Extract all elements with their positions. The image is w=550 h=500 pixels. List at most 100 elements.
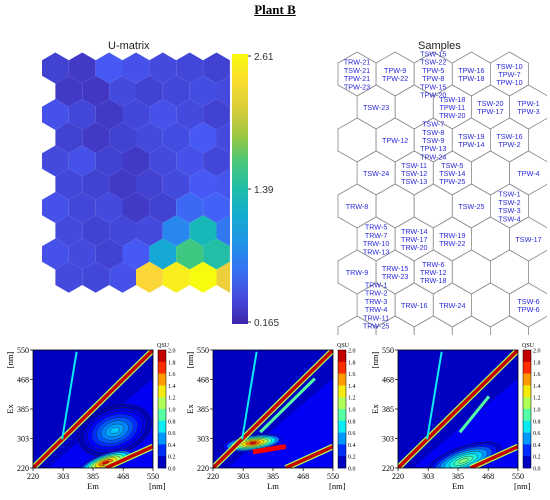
colorbar-tick-label: 0.2 (348, 455, 356, 461)
umatrix-cell (122, 192, 150, 223)
colorbar-tick-label: 1.2 (533, 396, 541, 402)
colorbar-segment (158, 456, 166, 469)
y-tick-label: 385 (382, 405, 394, 414)
sample-label: TSW-10 (496, 62, 522, 71)
colorbar-tick-label: 0.165 (254, 318, 279, 329)
x-axis-unit: [nm] (329, 481, 346, 491)
y-tick-label: 468 (382, 375, 394, 384)
umatrix-cell (136, 122, 163, 154)
sample-label: TPW-1 (517, 99, 539, 108)
sample-label: TPW-9 (384, 66, 406, 75)
colorbar-tick-label: 1.0 (348, 408, 356, 414)
sample-label: TPW-10 (496, 78, 522, 87)
sample-label: TSW-11 (401, 161, 427, 170)
sample-label: TRW-9 (346, 268, 369, 277)
colorbar-frame (157, 349, 167, 469)
colorbar-tick-label: 0.2 (533, 455, 541, 461)
sample-label: TSW-23 (363, 103, 389, 112)
sample-label: TPW-3 (517, 107, 539, 116)
umatrix-title: U-matrix (108, 40, 150, 52)
sample-label: TPW-4 (517, 169, 539, 178)
umatrix-cell (55, 215, 83, 247)
y-tick-label: 385 (197, 405, 209, 414)
eem-plot-2: 220 303 385 468 550 550 468 385 303 220 Lm [nm] Ex [n… (185, 343, 356, 491)
umatrix-cell (162, 261, 190, 293)
sample-label: TSW-22 (420, 58, 446, 67)
eem-contour (102, 460, 110, 465)
umatrix-cell (216, 215, 230, 247)
umatrix-cell (136, 261, 163, 293)
colorbar-segment (523, 456, 531, 469)
colorbar-segment (158, 385, 166, 398)
sample-label: TRW-7 (365, 231, 388, 240)
scatter-band (426, 351, 443, 440)
colorbar-segment (523, 444, 531, 457)
umatrix-cell (189, 215, 217, 247)
sample-label: TPW-6 (517, 305, 539, 314)
x-tick-label: 468 (297, 472, 309, 481)
scatter-band (259, 377, 316, 434)
sample-label: TRW-20 (401, 243, 428, 252)
x-axis-unit: [nm] (514, 481, 531, 491)
sample-label: TRW-11 (363, 313, 389, 322)
colorbar-segment (338, 350, 346, 363)
umatrix-colorbar: 2.61 1.39 0.165 (232, 52, 279, 329)
eem-contour (110, 427, 120, 434)
sample-label: TSW-17 (515, 235, 541, 244)
y-axis-label: Ex (185, 404, 195, 414)
colorbar-tick-label: 1.4 (168, 384, 176, 390)
colorbar-tick-label: 0.4 (533, 443, 541, 449)
sample-label: TSW-24 (363, 169, 389, 178)
umatrix-cell (136, 168, 163, 200)
x-tick-label: 220 (27, 472, 39, 481)
colorbar-tick-label: 0.0 (168, 467, 176, 473)
umatrix-cell (203, 145, 230, 177)
sample-label: TSW-25 (458, 202, 484, 211)
umatrix-cell (176, 52, 204, 84)
umatrix-cell (82, 122, 110, 154)
umatrix-cell (189, 75, 217, 107)
sample-label: TRW-13 (363, 247, 390, 256)
colorbar-tick-label: 1.0 (533, 408, 541, 414)
colorbar-tick-label: 0.2 (168, 455, 176, 461)
umatrix-cell (95, 52, 123, 84)
colorbar-tick-label: 1.39 (254, 185, 274, 196)
colorbar-tick-label: 2.0 (168, 349, 176, 355)
sample-label: TSW-4 (498, 214, 520, 223)
sample-label: TRW-22 (439, 239, 466, 248)
umatrix-cell (189, 168, 217, 200)
colorbar-tick-label: 1.2 (168, 396, 176, 402)
umatrix-cell (176, 145, 204, 177)
colorbar-segment (338, 444, 346, 457)
colorbar-title: QSU (522, 343, 535, 349)
umatrix-cell (162, 75, 190, 107)
sample-label: TRW-5 (365, 223, 388, 232)
sample-label: TPW-13 (420, 144, 446, 153)
sample-label: TPW-11 (439, 103, 465, 112)
sample-label: TRW-8 (346, 202, 369, 211)
sample-label: TSW-14 (439, 169, 465, 178)
sample-label: TPW-20 (420, 91, 446, 100)
colorbar-title: QSU (337, 343, 350, 349)
umatrix-cell (68, 145, 96, 177)
colorbar-tick-label: 1.6 (348, 372, 356, 378)
umatrix-cell (216, 75, 230, 107)
x-tick-label: 385 (267, 472, 279, 481)
y-tick-label: 468 (17, 375, 29, 384)
umatrix-cell (203, 238, 230, 270)
sample-label: TRW-21 (344, 58, 371, 67)
colorbar-tick-label: 1.4 (533, 384, 541, 390)
sample-label: TRW-20 (439, 111, 466, 120)
sample-label: TRW-25 (363, 322, 390, 331)
umatrix-cell (203, 52, 230, 84)
x-tick-label: 550 (147, 472, 159, 481)
sample-label: TRW-16 (401, 301, 428, 310)
umatrix-cell (122, 52, 150, 84)
umatrix-cell (95, 99, 123, 130)
colorbar-segment (338, 361, 346, 374)
sample-label: TPW-2 (498, 140, 520, 149)
colorbar-tick-label: 0.8 (348, 419, 356, 425)
sample-label: TSW-19 (458, 132, 484, 141)
sample-label: TPW-24 (420, 152, 446, 161)
umatrix-cell (162, 215, 190, 247)
